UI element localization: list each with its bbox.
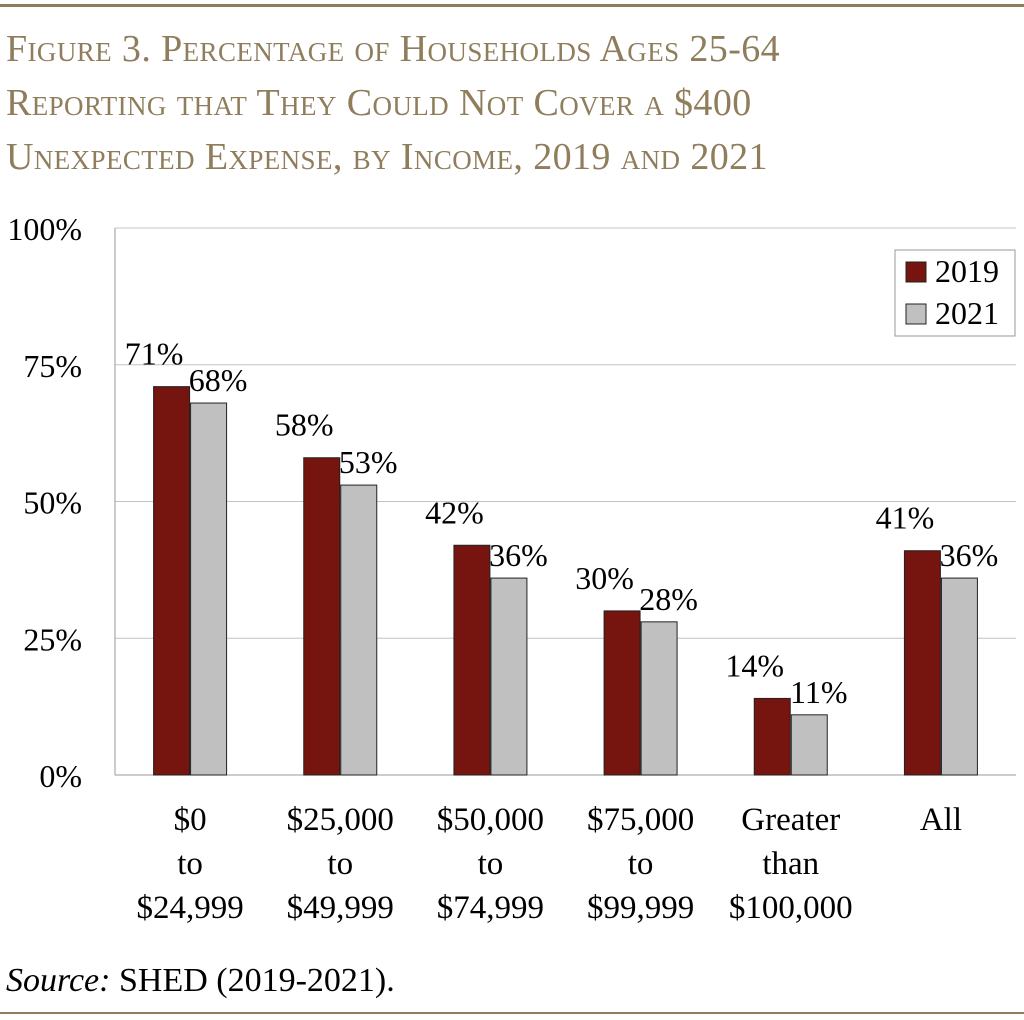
x-tick-label: All (920, 802, 962, 838)
legend: 2019 2021 (894, 249, 1016, 337)
source-text: SHED (2019-2021). (118, 962, 395, 999)
bar-2019 (153, 386, 191, 776)
data-label: 30% (575, 560, 634, 596)
source-note: Source: SHED (2019-2021). (6, 962, 395, 1000)
bar-2019 (453, 544, 491, 776)
x-tick-label: $75,000 (587, 802, 694, 838)
data-label: 11% (790, 674, 847, 710)
legend-label: 2021 (935, 295, 999, 331)
title-line-2: Reporting that They Could Not Cover a $4… (6, 82, 752, 124)
y-tick-label: 75% (23, 348, 82, 384)
data-label: 42% (425, 494, 484, 530)
x-tick-label: than (762, 846, 819, 882)
bar-2021 (340, 484, 378, 776)
x-tick-label: $99,999 (587, 890, 694, 926)
figure-title: Figure 3. Percentage of Households Ages … (6, 22, 1016, 184)
bar-chart: 0%25%50%75%100% 71%68%58%53%42%36%30%28%… (7, 211, 1016, 926)
gridlines (114, 227, 1016, 776)
x-tick-label: $74,999 (437, 890, 544, 926)
data-label: 71% (125, 336, 184, 372)
bar-2021 (190, 402, 228, 776)
x-tick-label: to (628, 846, 654, 882)
bar-2021 (940, 577, 978, 776)
data-label: 36% (940, 537, 999, 573)
data-labels: 71%68%58%53%42%36%30%28%14%11%41%36% (125, 336, 998, 710)
y-tick-label: 25% (23, 621, 82, 657)
legend-label: 2019 (935, 253, 999, 289)
x-tick-label: $49,999 (287, 890, 394, 926)
x-tick-label: $100,000 (729, 890, 853, 926)
x-tick-label: $24,999 (136, 890, 243, 926)
x-axis-ticks: $0 to $24,999 $25,000 to $49,999 $50,000 to $74,… (136, 802, 962, 926)
y-tick-label: 0% (39, 758, 82, 794)
data-label: 28% (639, 581, 698, 617)
data-label: 53% (339, 444, 398, 480)
legend-swatch-2019 (905, 261, 927, 283)
bar-2019 (303, 457, 341, 776)
y-axis-ticks: 0% 25% 50% 75% 100% (7, 211, 82, 794)
x-tick-label: to (177, 846, 203, 882)
x-tick-label: to (478, 846, 504, 882)
bar-2021 (790, 714, 828, 776)
x-tick-label: to (327, 846, 353, 882)
title-line-1: Figure 3. Percentage of Households Ages … (6, 28, 781, 70)
bar-2021 (640, 621, 678, 776)
x-tick-label: $50,000 (437, 802, 544, 838)
y-tick-label: 50% (23, 485, 82, 521)
x-tick-label: $25,000 (287, 802, 394, 838)
top-rule (0, 4, 1024, 7)
data-label: 41% (876, 500, 935, 536)
bar-2019 (603, 610, 641, 776)
legend-swatch-2021 (905, 303, 927, 325)
y-tick-label: 100% (7, 211, 82, 247)
bars (153, 386, 978, 776)
x-tick-label: $0 (174, 802, 207, 838)
bar-2021 (490, 577, 528, 776)
bar-2019 (753, 697, 791, 776)
data-label: 58% (275, 407, 334, 443)
title-line-3: Unexpected Expense, by Income, 2019 and … (6, 136, 768, 178)
data-label: 68% (189, 362, 248, 398)
source-label: Source: (6, 962, 111, 999)
data-label: 14% (725, 647, 784, 683)
bottom-rule (0, 1012, 1024, 1014)
x-tick-label: Greater (741, 802, 840, 838)
bar-2019 (903, 550, 941, 776)
data-label: 36% (489, 537, 548, 573)
